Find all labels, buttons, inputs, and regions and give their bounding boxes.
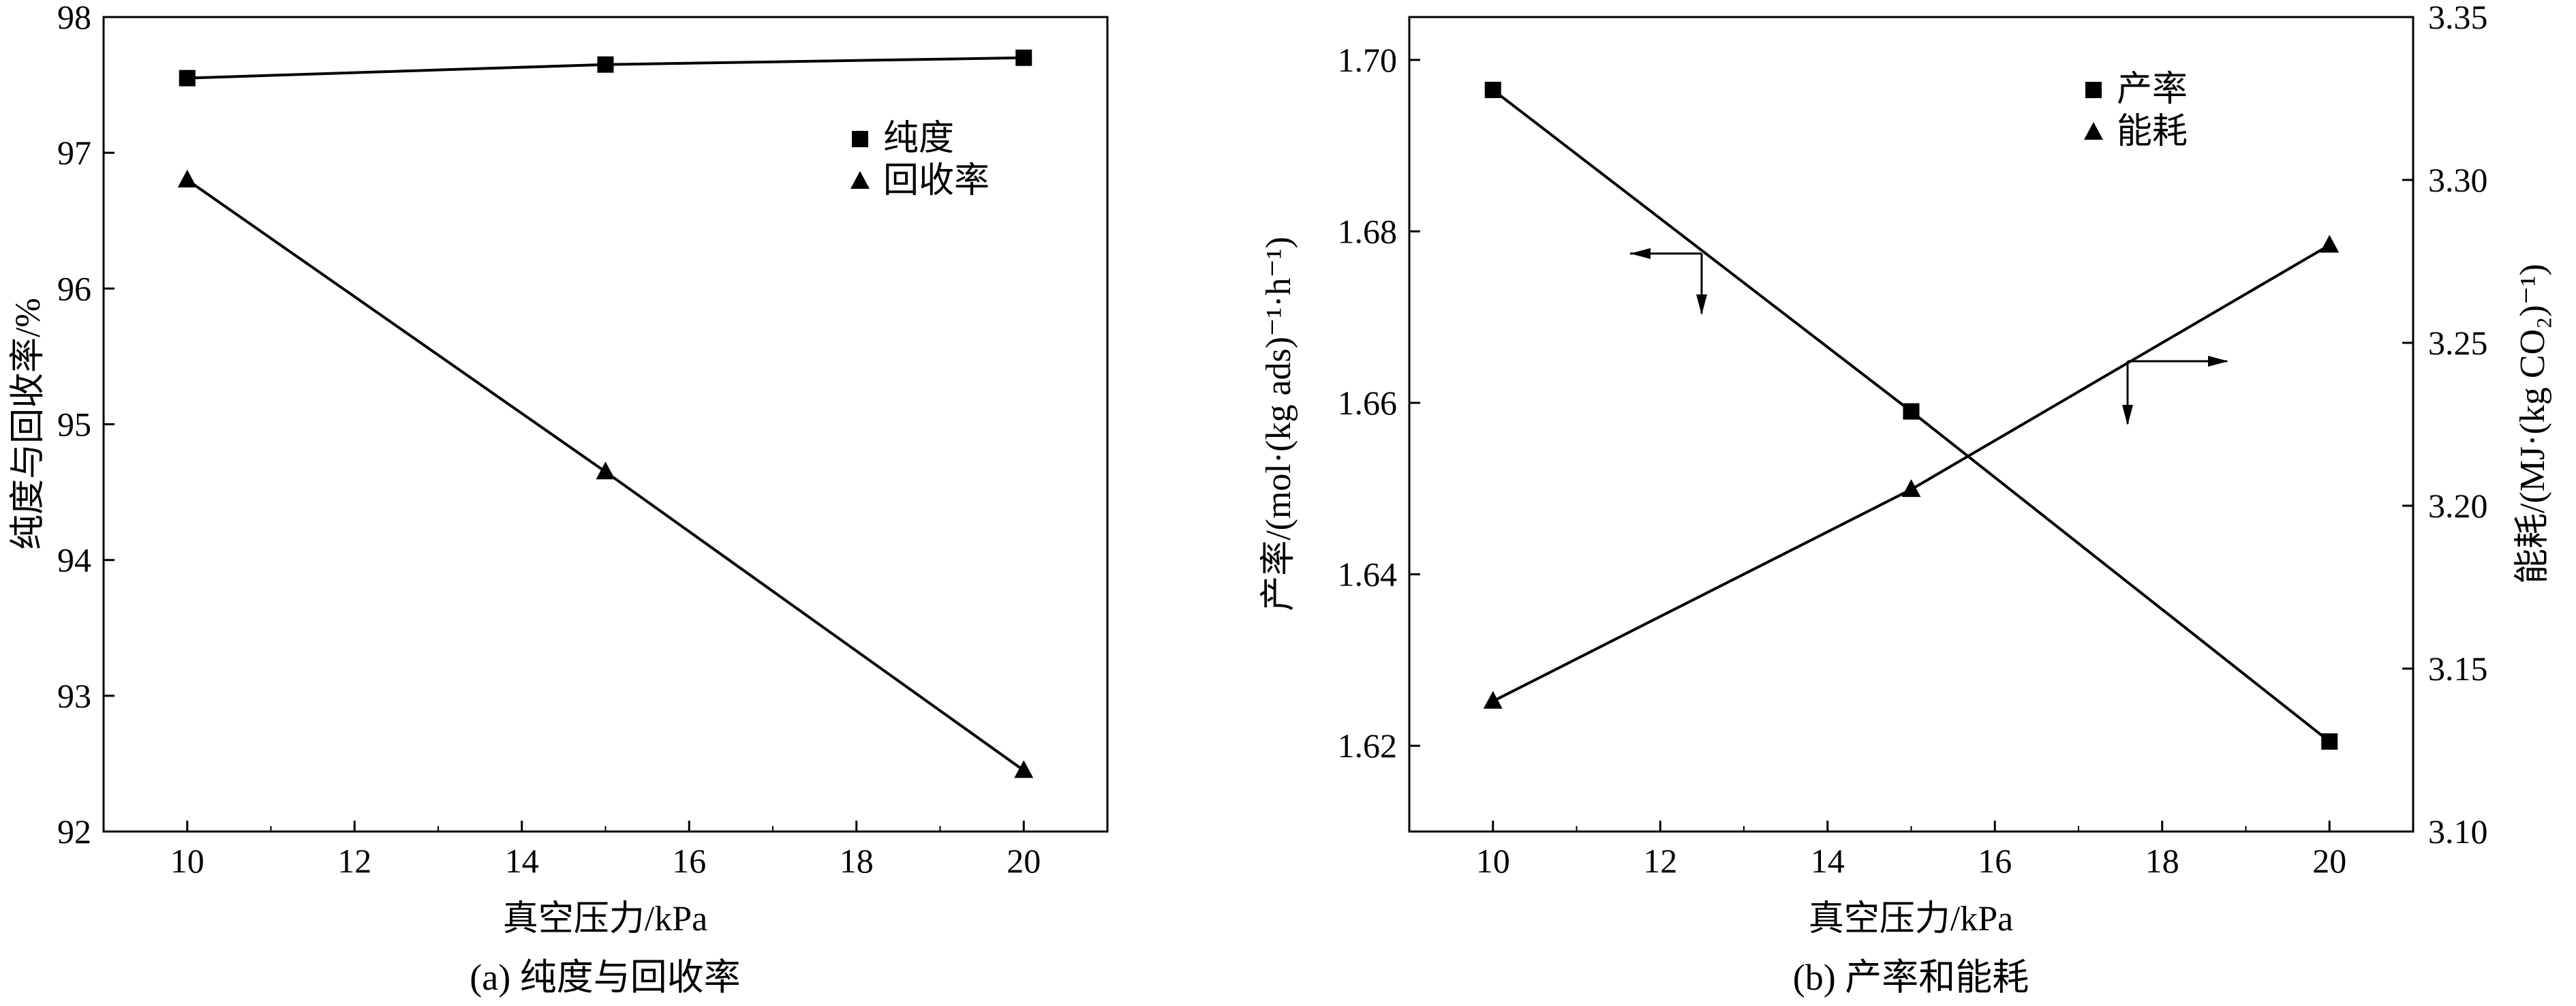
legend-label: 回收率 — [883, 162, 990, 200]
legend-marker — [2084, 122, 2103, 140]
data-point — [1901, 479, 1921, 498]
y2-tick-label: 3.10 — [2428, 812, 2488, 851]
y-tick-label: 94 — [57, 541, 91, 579]
x-axis: 10 12 14 16 18 20 — [103, 821, 1108, 880]
x-tick-label: 16 — [672, 842, 706, 880]
x-tick-label: 10 — [1476, 842, 1510, 880]
series-group — [1483, 81, 2340, 750]
legend-label: 纯度 — [883, 119, 954, 158]
x-tick-label: 14 — [1811, 842, 1845, 880]
legend-label: 能耗 — [2117, 112, 2188, 151]
legend-marker — [852, 131, 868, 147]
y-tick-label: 92 — [57, 812, 91, 851]
y-axis-right: 3.10 3.15 3.20 3.25 3.30 3.35 — [2402, 0, 2488, 851]
data-point — [1015, 49, 1032, 66]
y-tick-label: 93 — [57, 677, 91, 715]
y-axis-label: 产率/(mol·(kg ads)⁻¹·h⁻¹) — [1259, 237, 1298, 611]
x-tick-label: 12 — [337, 842, 371, 880]
data-point — [179, 70, 196, 87]
y2-axis-label: 能耗/(MJ·(kg CO₂)⁻¹) — [2513, 264, 2552, 584]
data-point — [177, 170, 197, 187]
caption: (a) 纯度与回收率 — [470, 957, 740, 998]
x-tick-label: 18 — [840, 842, 874, 880]
plot-frame — [102, 16, 1109, 833]
data-point — [2321, 733, 2338, 750]
y-axis: 92 93 94 95 96 97 98 — [57, 0, 114, 851]
series-group — [177, 49, 1034, 778]
axis-pointer-arrows — [1630, 248, 2228, 425]
y-axis-left: 1.62 1.64 1.66 1.68 1.70 — [1338, 41, 1420, 765]
x-tick-label: 20 — [2312, 842, 2346, 880]
y-axis-label: 纯度与回收率/% — [9, 298, 48, 550]
y-tick-label: 1.68 — [1338, 212, 1398, 250]
legend-label: 产率 — [2117, 70, 2188, 109]
data-point — [596, 461, 615, 480]
data-point — [1903, 403, 1920, 420]
y-tick-label: 1.62 — [1338, 727, 1398, 765]
y-tick-label: 98 — [57, 0, 91, 36]
legend-marker — [850, 171, 870, 189]
y2-tick-label: 3.25 — [2428, 324, 2488, 362]
data-point — [1014, 760, 1034, 778]
x-tick-label: 16 — [1978, 842, 2012, 880]
legend-marker — [2085, 82, 2102, 98]
x-tick-label: 18 — [2145, 842, 2179, 880]
x-axis: 10 12 14 16 18 20 — [1409, 821, 2414, 880]
series-line-2 — [1492, 243, 2331, 703]
y-tick-label: 1.64 — [1338, 555, 1398, 594]
x-axis-label: 真空压力/kPa — [1809, 900, 2013, 939]
y-tick-label: 95 — [57, 406, 91, 444]
y2-tick-label: 3.30 — [2428, 161, 2488, 199]
x-tick-label: 10 — [170, 842, 204, 880]
y2-tick-label: 3.15 — [2428, 650, 2488, 688]
y2-tick-label: 3.35 — [2428, 0, 2488, 36]
data-point — [2320, 234, 2340, 253]
y-tick-label: 1.70 — [1338, 41, 1398, 79]
plot-frame — [1408, 16, 2414, 833]
x-tick-label: 12 — [1643, 842, 1677, 880]
data-point — [597, 56, 614, 73]
x-axis-label: 真空压力/kPa — [503, 900, 707, 939]
x-tick-label: 14 — [505, 842, 539, 880]
caption: (b) 产率和能耗 — [1793, 957, 2029, 998]
x-tick-label: 20 — [1007, 842, 1041, 880]
data-point — [1484, 81, 1501, 98]
y-tick-label: 96 — [57, 269, 91, 307]
y-tick-label: 1.66 — [1338, 384, 1398, 422]
data-point — [1483, 690, 1503, 709]
chart-yield-energy: 10 12 14 16 18 20 1.621.641.661.681.70 3.103.… — [1259, 0, 2552, 998]
y-tick-label: 97 — [57, 134, 91, 172]
y2-tick-label: 3.20 — [2428, 487, 2488, 525]
